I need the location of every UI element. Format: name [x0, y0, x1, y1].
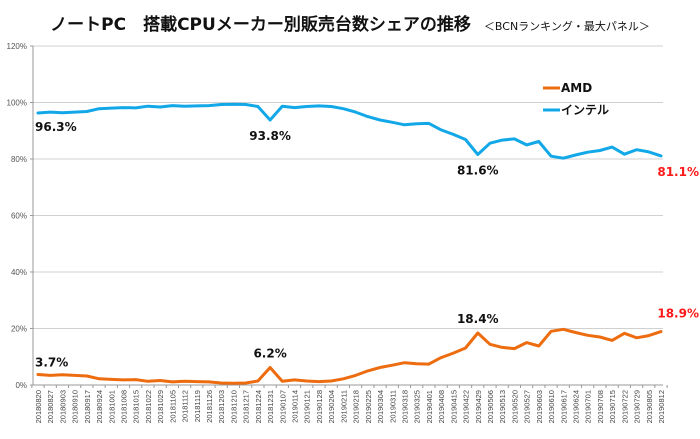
series-lines — [36, 102, 663, 385]
data-label: 81.6% — [457, 163, 499, 177]
x-tick-label: 20190408 — [437, 390, 446, 423]
amd-line — [36, 327, 663, 385]
x-tick-label: 20180903 — [58, 390, 67, 423]
x-tick-label: 20190304 — [376, 390, 385, 423]
y-tick-label: 120% — [7, 42, 27, 51]
x-tick-label: 20190211 — [339, 390, 348, 423]
x-axis: 20180820 20180827 20180903 20180910 20180917… — [31, 384, 668, 423]
x-tick-label: 20190311 — [388, 390, 397, 423]
x-tick-label: 20180827 — [46, 390, 55, 423]
x-tick-label: 20190812 — [657, 390, 666, 423]
legend-label-intel: インテル — [561, 103, 609, 117]
x-tick-label: 20190506 — [486, 390, 495, 423]
x-tick-label: 20181217 — [242, 390, 251, 423]
y-tick-label: 40% — [11, 268, 27, 277]
y-tick-label: 0% — [15, 381, 27, 390]
x-tick-label: 20190520 — [510, 390, 519, 423]
chart-title-block: ノートPC 搭載CPUメーカー別販売台数シェアの推移 ＜BCNランキング・最大パ… — [0, 10, 700, 35]
x-tick-label: 20180924 — [95, 390, 104, 423]
x-tick-label: 20190610 — [547, 390, 556, 423]
x-tick-label: 20181022 — [144, 390, 153, 423]
y-tick-label: 20% — [11, 325, 27, 334]
grid — [33, 45, 663, 329]
x-tick-label: 20190114 — [291, 390, 300, 423]
x-tick-label: 20181203 — [217, 390, 226, 423]
data-label: 81.1% — [657, 165, 699, 179]
x-tick-label: 20181001 — [107, 390, 116, 423]
x-tick-label: 20181231 — [266, 390, 275, 423]
x-tick-label: 20190603 — [535, 390, 544, 423]
x-tick-label: 20190128 — [315, 390, 324, 423]
x-tick-label: 20190318 — [400, 390, 409, 423]
y-tick-label: 100% — [7, 99, 27, 108]
y-tick-label: 60% — [11, 212, 27, 221]
legend-label-amd: AMD — [561, 81, 592, 95]
data-label: 6.2% — [253, 346, 286, 360]
x-tick-label: 20190527 — [523, 390, 532, 423]
x-tick-label: 20190218 — [352, 390, 361, 423]
x-tick-label: 20190715 — [608, 390, 617, 423]
x-tick-label: 20190624 — [571, 390, 580, 423]
x-tick-label: 20181112 — [181, 390, 190, 422]
x-tick-label: 20190708 — [596, 390, 605, 423]
x-tick-label: 20190422 — [462, 390, 471, 423]
x-tick-label: 20190805 — [645, 390, 654, 423]
intel-line — [36, 102, 663, 160]
x-tick-label: 20190401 — [425, 390, 434, 423]
x-tick-label: 20181008 — [120, 390, 129, 423]
x-tick-label: 20190121 — [303, 390, 312, 423]
data-label: 96.3% — [35, 120, 77, 134]
data-labels: 96.3% 93.8% 81.6% 81.1% 3.7% 6.2% 18.4% 18.9% — [35, 120, 699, 370]
x-tick-label: 20190722 — [620, 390, 629, 423]
legend: AMD インテル — [543, 81, 609, 117]
x-tick-label: 20181126 — [205, 390, 214, 423]
chart-subtitle: ＜BCNランキング・最大パネル＞ — [483, 20, 650, 33]
data-label: 18.4% — [457, 312, 499, 326]
data-label: 93.8% — [249, 129, 291, 143]
x-tick-label: 20180917 — [83, 390, 92, 423]
x-tick-label: 20190513 — [498, 390, 507, 423]
x-tick-label: 20190701 — [584, 390, 593, 423]
x-tick-label: 20181224 — [254, 390, 263, 423]
y-tick-label: 80% — [11, 155, 27, 164]
x-tick-label: 20190225 — [364, 390, 373, 423]
x-tick-label: 20181105 — [168, 390, 177, 423]
data-label: 18.9% — [657, 307, 699, 321]
x-tick-label: 20190415 — [449, 390, 458, 423]
x-tick-label: 20181210 — [229, 390, 238, 423]
x-tick-label: 20181015 — [132, 390, 141, 423]
x-tick-label: 20190204 — [327, 390, 336, 423]
x-tick-label: 20190325 — [413, 390, 422, 423]
x-tick-label: 20190729 — [633, 390, 642, 423]
x-tick-label: 20190107 — [278, 390, 287, 423]
x-tick-label: 20180910 — [71, 390, 80, 423]
x-tick-label: 20181029 — [156, 390, 165, 423]
data-label: 3.7% — [35, 356, 68, 370]
chart-title: ノートPC 搭載CPUメーカー別販売台数シェアの推移 — [50, 15, 471, 35]
x-tick-label: 20190617 — [559, 390, 568, 423]
x-tick-label: 20181119 — [193, 390, 202, 422]
x-tick-label: 20190429 — [474, 390, 483, 423]
y-axis: 0% 20% 40% 60% 80% 100% 120% — [7, 42, 34, 390]
x-tick-label: 20180820 — [34, 390, 43, 423]
